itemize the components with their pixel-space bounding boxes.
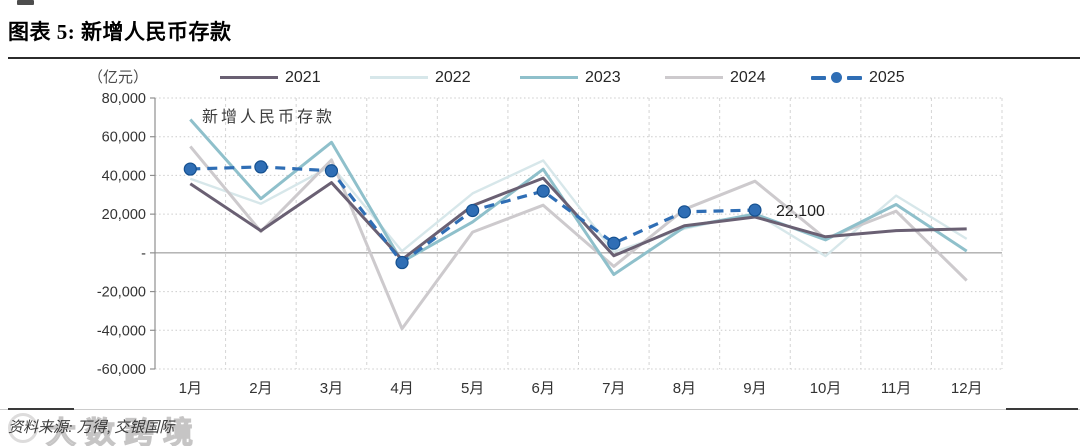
legend-label-2024: 2024 (730, 68, 766, 86)
legend-item-2023: 2023 (520, 67, 621, 88)
legend-swatch-2025 (811, 72, 862, 83)
x-axis-tick-label: 6月 (532, 380, 555, 397)
data-point-marker-2025 (607, 236, 621, 250)
data-point-marker-2025 (748, 203, 762, 217)
y-axis-tick-label: -20,000 (97, 285, 146, 301)
y-axis-tick-label: -60,000 (97, 362, 146, 378)
series-line-2023 (189, 118, 968, 276)
source-note: 资料来源: 万得, 交银国际 (8, 420, 175, 436)
x-axis-tick-label: 9月 (743, 380, 766, 397)
data-point-marker-2025 (254, 160, 268, 174)
footer-divider-segment (1006, 408, 1078, 410)
dash-icon (811, 75, 826, 80)
x-axis-tick-label: 4月 (390, 380, 413, 397)
title-divider (8, 57, 1080, 59)
x-axis-tick-label: 11月 (881, 380, 912, 397)
x-axis-tick-label: 3月 (320, 380, 343, 397)
chart-annotation: 新增人民币存款 (202, 107, 335, 126)
x-axis-tick-label: 7月 (602, 380, 625, 397)
y-axis-tick-label: 40,000 (102, 168, 146, 184)
legend-item-2025: 2025 (811, 67, 905, 88)
y-axis-tick-label: 20,000 (102, 207, 146, 223)
data-point-marker-2025 (324, 164, 339, 178)
legend-label-2021: 2021 (285, 68, 321, 86)
watermark-logo-icon (8, 413, 38, 443)
watermark-text: 大数跨境 (45, 415, 202, 446)
data-point-marker-2025 (395, 255, 409, 270)
y-axis-tick-label: - (141, 246, 146, 262)
legend-label-2022: 2022 (435, 68, 471, 86)
x-axis-tick-label: 2月 (249, 380, 272, 397)
footer-divider (0, 409, 1080, 410)
legend-item-2024: 2024 (665, 67, 766, 88)
data-point-marker-2025 (466, 203, 480, 218)
legend-item-2021: 2021 (220, 67, 321, 88)
data-point-marker-2025 (677, 205, 691, 219)
x-axis-tick-label: 8月 (673, 380, 696, 397)
y-axis-tick-label: 80,000 (102, 91, 146, 107)
footer-divider-segment (8, 408, 74, 410)
data-point-value-label: 22,100 (776, 203, 825, 220)
x-axis-tick-label: 1月 (179, 380, 202, 397)
series-line-2024 (189, 145, 968, 331)
cropped-text-artifact (17, 0, 34, 5)
data-point-marker-2025 (183, 162, 197, 176)
y-axis-tick-label: 60,000 (102, 130, 146, 146)
legend-label-2023: 2023 (585, 68, 621, 86)
legend-swatch-2022 (370, 76, 428, 79)
legend-swatch-2024 (665, 76, 723, 79)
circle-marker-icon (831, 72, 842, 83)
y-axis-tick-label: -40,000 (97, 323, 146, 339)
legend-swatch-2023 (520, 76, 578, 79)
dash-icon (847, 75, 862, 80)
y-axis-unit-label: （亿元） (88, 68, 149, 86)
legend-item-2022: 2022 (370, 67, 471, 88)
data-point-marker-2025 (536, 184, 550, 198)
chart-title: 图表 5: 新增人民币存款 (8, 20, 232, 44)
x-axis-tick-label: 5月 (461, 380, 484, 397)
x-axis-tick-label: 12月 (951, 380, 983, 397)
legend-label-2025: 2025 (869, 68, 905, 86)
x-axis-tick-label: 10月 (810, 380, 842, 397)
legend-swatch-2021 (220, 76, 278, 79)
